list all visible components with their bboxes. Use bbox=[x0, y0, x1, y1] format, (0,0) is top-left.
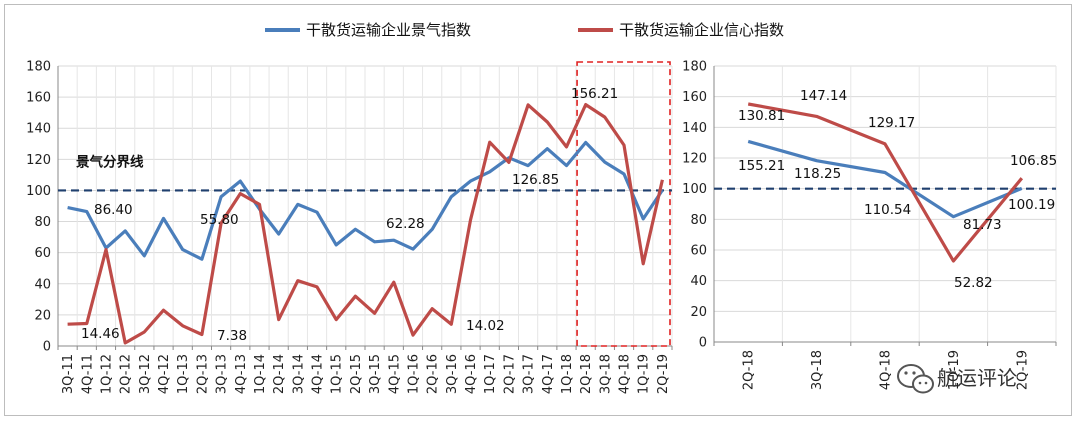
x-tick-label: 3Q-18 bbox=[810, 350, 825, 390]
highlight-box bbox=[576, 61, 671, 347]
data-label: 106.85 bbox=[1010, 153, 1057, 169]
data-label: 156.21 bbox=[571, 86, 618, 102]
series1-line bbox=[67, 140, 664, 261]
data-label: 126.85 bbox=[512, 172, 559, 188]
data-label: 81.73 bbox=[963, 217, 1002, 233]
data-label: 62.28 bbox=[386, 216, 425, 232]
x-tick-label: 4Q-18 bbox=[618, 354, 633, 394]
data-label: 118.25 bbox=[794, 166, 841, 182]
x-tick-label: 1Q-19 bbox=[947, 350, 962, 390]
y-tick-label: 120 bbox=[26, 153, 51, 168]
y-tick-label: 20 bbox=[690, 305, 707, 320]
watermark-text: 航运评论 bbox=[937, 366, 1017, 390]
x-tick-label: 2Q-18 bbox=[742, 350, 757, 390]
data-label: 86.40 bbox=[94, 202, 133, 218]
x-tick-label: 4Q-15 bbox=[387, 354, 402, 394]
x-tick-label: 2Q-19 bbox=[656, 354, 671, 394]
x-tick-label: 2Q-13 bbox=[195, 354, 210, 394]
x-tick-label: 4Q-18 bbox=[879, 350, 894, 390]
y-tick-label: 0 bbox=[43, 340, 51, 355]
y-tick-label: 140 bbox=[682, 121, 707, 136]
data-label: 14.02 bbox=[466, 318, 505, 334]
x-tick-label: 2Q-17 bbox=[502, 354, 517, 394]
boom-threshold-label: 景气分界线 bbox=[76, 153, 144, 170]
x-tick-label: 1Q-18 bbox=[560, 354, 575, 394]
y-tick-label: 180 bbox=[682, 60, 707, 75]
x-tick-label: 3Q-12 bbox=[138, 354, 153, 394]
x-tick-label: 1Q-19 bbox=[637, 354, 652, 394]
x-tick-label: 3Q-15 bbox=[368, 354, 383, 394]
y-tick-label: 80 bbox=[690, 213, 707, 228]
series2-line bbox=[67, 102, 664, 345]
x-tick-label: 4Q-12 bbox=[157, 354, 172, 394]
data-label: 129.17 bbox=[868, 115, 915, 131]
left-chart: 0 20 40 60 80 100 120 140 160 180 景气分界线 3Q-11 4Q-11 1… bbox=[26, 60, 673, 394]
y-tick-label: 100 bbox=[682, 182, 707, 197]
x-tick-label: 2Q-14 bbox=[272, 354, 287, 394]
data-label: 14.46 bbox=[81, 326, 120, 342]
y-tick-label: 180 bbox=[26, 60, 51, 75]
y-tick-label: 160 bbox=[26, 91, 51, 106]
y-tick-label: 60 bbox=[690, 244, 707, 259]
x-tick-label: 1Q-12 bbox=[99, 354, 114, 394]
x-tick-label: 3Q-16 bbox=[445, 354, 460, 394]
y-tick-label: 40 bbox=[690, 274, 707, 289]
data-label: 130.81 bbox=[738, 108, 785, 124]
x-tick-label: 1Q-17 bbox=[483, 354, 498, 394]
x-tick-label: 3Q-11 bbox=[61, 354, 76, 394]
y-tick-label: 40 bbox=[34, 277, 51, 292]
y-tick-label: 60 bbox=[34, 246, 51, 261]
x-tick-label: 2Q-12 bbox=[119, 354, 134, 394]
x-tick-label: 3Q-13 bbox=[215, 354, 230, 394]
x-tick-label: 4Q-17 bbox=[541, 354, 556, 394]
x-tick-label: 2Q-15 bbox=[349, 354, 364, 394]
x-tick-label: 2Q-19 bbox=[1015, 350, 1030, 390]
x-tick-label: 4Q-11 bbox=[80, 354, 95, 394]
watermark: 航运评论 bbox=[897, 364, 1017, 394]
y-tick-label: 160 bbox=[682, 90, 707, 105]
x-tick-label: 1Q-15 bbox=[330, 354, 345, 394]
right-chart: 0 20 40 60 80 100 120 140 160 180 2Q-18 3Q-18 4Q-18 1… bbox=[682, 60, 1057, 391]
x-tick-label: 3Q-17 bbox=[522, 354, 537, 394]
x-tick-label: 2Q-18 bbox=[579, 354, 594, 394]
legend: 干散货运输企业景气指数 干散货运输企业信心指数 bbox=[265, 21, 784, 39]
series1-line bbox=[747, 139, 1023, 219]
data-label: 110.54 bbox=[864, 202, 911, 218]
y-tick-label: 120 bbox=[682, 152, 707, 167]
data-label: 100.19 bbox=[1008, 197, 1055, 213]
x-tick-label: 4Q-14 bbox=[311, 354, 326, 394]
x-tick-label: 3Q-18 bbox=[598, 354, 613, 394]
x-tick-label: 1Q-14 bbox=[253, 354, 268, 394]
x-tick-label: 4Q-16 bbox=[464, 354, 479, 394]
y-tick-label: 100 bbox=[26, 184, 51, 199]
data-label: 147.14 bbox=[800, 88, 847, 104]
y-tick-label: 140 bbox=[26, 122, 51, 137]
legend-label-series1: 干散货运输企业景气指数 bbox=[306, 21, 471, 39]
legend-label-series2: 干散货运输企业信心指数 bbox=[619, 21, 784, 39]
x-tick-label: 3Q-14 bbox=[291, 354, 306, 394]
x-tick-label: 1Q-13 bbox=[176, 354, 191, 394]
x-tick-label: 4Q-13 bbox=[234, 354, 249, 394]
y-tick-label: 20 bbox=[34, 308, 51, 323]
series2-line bbox=[747, 102, 1024, 263]
data-label: 52.82 bbox=[954, 275, 993, 291]
data-label: 7.38 bbox=[217, 328, 247, 344]
y-tick-label: 80 bbox=[34, 215, 51, 230]
x-tick-label: 1Q-16 bbox=[406, 354, 421, 394]
x-tick-label: 2Q-16 bbox=[426, 354, 441, 394]
wechat-icon bbox=[897, 364, 934, 394]
data-label: 155.21 bbox=[738, 158, 785, 174]
y-tick-label: 0 bbox=[699, 336, 707, 351]
data-label: 55.80 bbox=[200, 212, 239, 228]
